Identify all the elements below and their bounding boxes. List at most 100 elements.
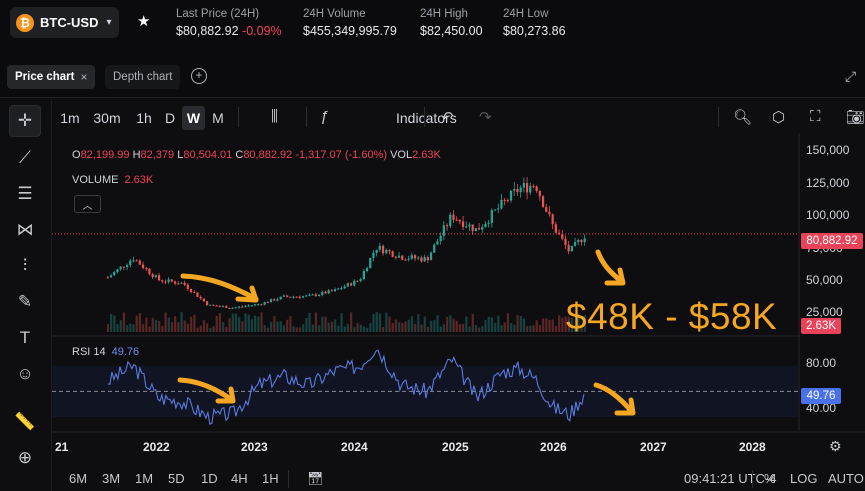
volume-bar	[110, 313, 113, 332]
candle	[324, 291, 327, 294]
candle	[253, 304, 257, 306]
function-icon[interactable]: ƒ	[320, 108, 329, 125]
crosshair-icon[interactable]: ✛	[9, 105, 41, 137]
candle	[199, 296, 202, 299]
candle	[113, 272, 116, 276]
candle	[327, 290, 330, 294]
pair-selector[interactable]: ₿ BTC-USD ▾	[10, 7, 119, 38]
expand-icon[interactable]: ⤢	[845, 68, 857, 84]
close-key: C	[235, 149, 244, 161]
zoom-in-icon[interactable]: ⊕	[17, 448, 33, 467]
ruler-icon[interactable]: 📏	[14, 412, 36, 431]
range-3m[interactable]: 3M	[102, 471, 121, 486]
candle	[388, 249, 391, 252]
close-icon[interactable]: ×	[80, 70, 88, 84]
volume-bar	[148, 326, 151, 332]
rsi-tag: 49.76	[801, 388, 841, 404]
year-label: 2024	[341, 440, 368, 454]
pattern-icon[interactable]: ⋈	[16, 220, 34, 239]
volume-bar	[289, 316, 292, 332]
volume-bar	[116, 324, 119, 332]
log-toggle[interactable]: LOG	[790, 471, 818, 486]
settings-icon[interactable]: ⬡	[772, 109, 786, 126]
candle	[551, 214, 554, 225]
calendar-icon[interactable]: 📅︎	[307, 471, 324, 486]
candle	[452, 214, 455, 220]
percent-toggle[interactable]: %	[764, 471, 776, 486]
tab-depth-chart[interactable]: Depth chart	[105, 65, 181, 89]
volume-bar	[574, 327, 577, 332]
candle	[151, 273, 154, 278]
volume-bar	[151, 317, 154, 332]
candle	[311, 294, 314, 296]
trend-line-icon[interactable]: ⟋	[19, 148, 31, 167]
candle	[458, 219, 461, 222]
price-tick: 125,000	[806, 176, 850, 190]
star-icon[interactable]: ★	[137, 13, 151, 30]
text-tool-icon[interactable]: T	[19, 328, 31, 347]
candlestick-icon[interactable]: ⫼	[271, 108, 278, 125]
volume-bar	[199, 325, 202, 332]
auto-toggle[interactable]: AUTO	[828, 471, 864, 486]
candle	[417, 257, 420, 259]
volume-bar	[580, 325, 583, 332]
low-value: 80,504.01	[183, 149, 233, 161]
candle	[349, 283, 353, 286]
emoji-icon[interactable]: ☺	[16, 364, 34, 383]
volume-bar	[382, 326, 385, 332]
stat-label: 24H High	[420, 8, 468, 20]
add-tab-icon[interactable]: +	[191, 68, 207, 84]
timeframe-w[interactable]: W	[182, 106, 205, 130]
volume-bar	[119, 320, 122, 332]
year-label: 2027	[640, 440, 667, 454]
volume-bar	[126, 324, 129, 332]
volume-bar	[369, 323, 372, 332]
collapse-legend-button[interactable]: ︿	[74, 195, 101, 213]
volume-bar	[324, 316, 327, 332]
volume-bar	[510, 322, 513, 332]
timeframe-30m[interactable]: 30m	[93, 110, 121, 126]
rsi-value: 49.76	[111, 346, 140, 358]
volume-bar	[487, 316, 490, 332]
timeframe-d[interactable]: D	[164, 110, 176, 126]
candle	[119, 266, 122, 270]
range-1h[interactable]: 1H	[262, 471, 279, 486]
undo-icon[interactable]: ↶	[441, 109, 454, 126]
candle	[401, 255, 404, 260]
indicators-button[interactable]: Indicators	[396, 110, 457, 126]
candle	[410, 255, 413, 259]
close-value: 80,882.92	[243, 149, 293, 161]
volume-bar	[458, 324, 462, 332]
range-5d[interactable]: 5D	[168, 471, 185, 486]
volume-bar	[474, 325, 478, 332]
redo-icon[interactable]: ↷	[479, 109, 492, 126]
candle	[247, 305, 250, 307]
volume-bar	[234, 313, 238, 332]
range-1d[interactable]: 1D	[201, 471, 218, 486]
range-4h[interactable]: 4H	[231, 471, 248, 486]
volume-bar	[228, 318, 231, 332]
volume-bar	[132, 324, 135, 332]
timeframe-1m[interactable]: 1m	[60, 110, 80, 126]
candle	[471, 224, 474, 232]
last-price-value: $80,882.92	[176, 24, 239, 38]
brush-icon[interactable]: ✎	[17, 292, 33, 311]
volume-bar	[343, 326, 346, 332]
fullscreen-icon[interactable]: ⛶	[810, 108, 821, 125]
timeframe-1h[interactable]: 1h	[136, 110, 152, 126]
axis-settings-icon[interactable]: ⚙	[829, 438, 842, 454]
magnifier-icon[interactable]: 🔍︎	[733, 109, 753, 126]
fib-levels-icon[interactable]: ⫶	[22, 256, 28, 275]
range-1m[interactable]: 1M	[135, 471, 154, 486]
range-6m[interactable]: 6M	[69, 471, 88, 486]
horizontal-lines-icon[interactable]: ☰	[17, 184, 33, 203]
volume-bar	[193, 314, 196, 332]
arrow-stroke	[595, 249, 625, 285]
timeframe-m[interactable]: M	[212, 110, 224, 126]
tab-price-chart[interactable]: Price chart ×	[7, 65, 96, 89]
candle	[375, 249, 378, 253]
volume-bar	[449, 315, 452, 332]
year-label: 2026	[540, 440, 567, 454]
camera-icon[interactable]: 📷︎	[846, 109, 865, 126]
